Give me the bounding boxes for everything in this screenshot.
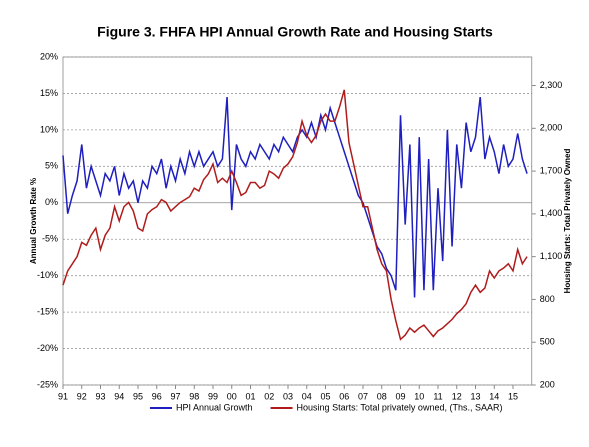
x-tick-label: 93: [95, 391, 105, 401]
x-tick-label: 96: [152, 391, 162, 401]
y2-tick-label: 800: [540, 294, 555, 304]
y-tick-label: 10%: [40, 124, 58, 134]
x-tick-label: 04: [302, 391, 312, 401]
chart-title: Figure 3. FHFA HPI Annual Growth Rate an…: [97, 24, 493, 40]
x-tick-label: 95: [133, 391, 143, 401]
legend-label: Housing Starts: Total privately owned, (…: [297, 402, 503, 412]
y-tick-label: -5%: [42, 234, 58, 244]
y-tick-label: 5%: [45, 161, 58, 171]
y2-tick-label: 500: [540, 337, 555, 347]
x-tick-label: 07: [358, 391, 368, 401]
y-tick-label: 20%: [40, 51, 58, 61]
x-tick-label: 09: [395, 391, 405, 401]
y-tick-label: 0%: [45, 197, 58, 207]
x-tick-label: 91: [58, 391, 68, 401]
x-tick-label: 02: [264, 391, 274, 401]
y2-axis-label: Housing Starts: Total Privately Owned: [563, 149, 572, 294]
y2-tick-label: 2,300: [540, 80, 563, 90]
x-tick-label: 99: [208, 391, 218, 401]
y2-tick-label: 1,700: [540, 165, 563, 175]
x-tick-label: 06: [339, 391, 349, 401]
x-tick-label: 10: [414, 391, 424, 401]
x-tick-label: 92: [77, 391, 87, 401]
y2-tick-label: 200: [540, 379, 555, 389]
x-tick-label: 97: [170, 391, 180, 401]
x-tick-label: 11: [433, 391, 442, 401]
x-tick-label: 13: [470, 391, 480, 401]
y-tick-label: -20%: [37, 343, 58, 353]
plot-border: [62, 56, 533, 386]
series-line: [62, 89, 528, 341]
x-tick-label: 00: [227, 391, 237, 401]
x-tick-label: 98: [189, 391, 199, 401]
y2-tick-label: 2,000: [540, 123, 563, 133]
x-tick-label: 03: [283, 391, 293, 401]
y-tick-label: -25%: [37, 379, 58, 389]
y2-tick-label: 1,100: [540, 251, 563, 261]
x-tick-label: 14: [489, 391, 499, 401]
y-tick-label: -15%: [37, 306, 58, 316]
series-line: [62, 97, 528, 298]
x-tick-label: 05: [320, 391, 330, 401]
y-tick-label: -10%: [37, 270, 58, 280]
y-tick-label: 15%: [40, 88, 58, 98]
x-tick-label: 12: [452, 391, 462, 401]
x-tick-label: 08: [377, 391, 387, 401]
x-tick-label: 15: [508, 391, 518, 401]
x-tick-label: 01: [245, 391, 255, 401]
y-axis-label: Annual Growth Rate %: [29, 178, 38, 264]
legend-label: HPI Annual Growth: [176, 402, 253, 412]
x-tick-label: 94: [114, 391, 124, 401]
y2-tick-label: 1,400: [540, 208, 563, 218]
